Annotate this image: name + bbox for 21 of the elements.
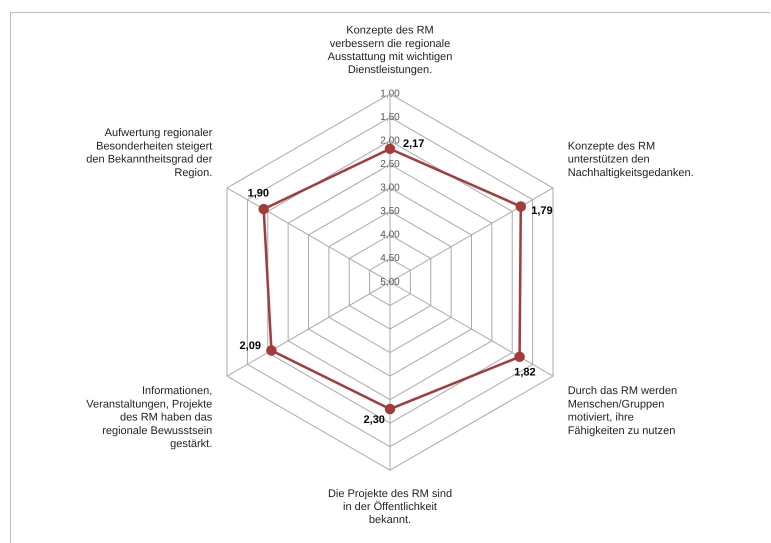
spoke-label: Konzepte des RM unterstützen den Nachhaltigkeitsgedanken.	[568, 140, 694, 179]
data-label: 1,82	[514, 366, 536, 378]
y-tick-label: 3,50	[380, 206, 400, 218]
y-tick-label: 5,00	[380, 276, 400, 288]
data-label: 1,79	[531, 204, 553, 217]
y-tick-label: 1,00	[380, 88, 400, 100]
y-tick-label: 4,00	[380, 230, 400, 241]
data-label: 1,90	[248, 188, 270, 200]
spoke-label: Konzepte des RM verbessern die regionale Ausstattung mit wichtigen Dienstleistungen.	[328, 24, 452, 76]
spoke-label: Die Projekte des RM sind in der Öffentlichkeit bekannt.	[328, 488, 452, 526]
y-tick-label: 2,00	[380, 136, 400, 147]
y-tick-label: 2,50	[380, 159, 400, 170]
y-tick-label: 3,00	[380, 182, 400, 194]
y-tick-label: 4,50	[380, 253, 400, 264]
y-tick-label: 1,50	[380, 112, 400, 124]
spoke-label: Informationen, Veranstaltungen, Projekte des RM haben das regionale Bewusstsein gestärkt.	[86, 385, 213, 450]
data-label: 2,30	[364, 414, 385, 426]
spoke-label: Aufwertung regionaler Besonderheiten steigert den Bekanntheitsgrad der Region.	[86, 127, 213, 179]
spoke-label: Durch das RM werden Menschen/Gruppen motiviert, ihre Fähigkeiten zu nutzen	[568, 385, 678, 437]
data-label: 2,09	[240, 340, 261, 352]
data-label: 2,17	[403, 138, 424, 150]
